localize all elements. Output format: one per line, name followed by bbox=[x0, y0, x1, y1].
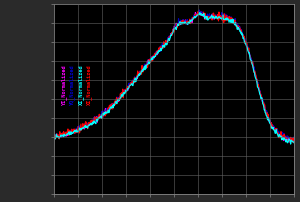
Text: XI_Normalized: XI_Normalized bbox=[78, 65, 84, 105]
Text: YQ_Normalized: YQ_Normalized bbox=[70, 65, 75, 105]
Text: XI_Normalized: XI_Normalized bbox=[86, 65, 92, 105]
Text: YI_Normalized: YI_Normalized bbox=[61, 65, 67, 105]
